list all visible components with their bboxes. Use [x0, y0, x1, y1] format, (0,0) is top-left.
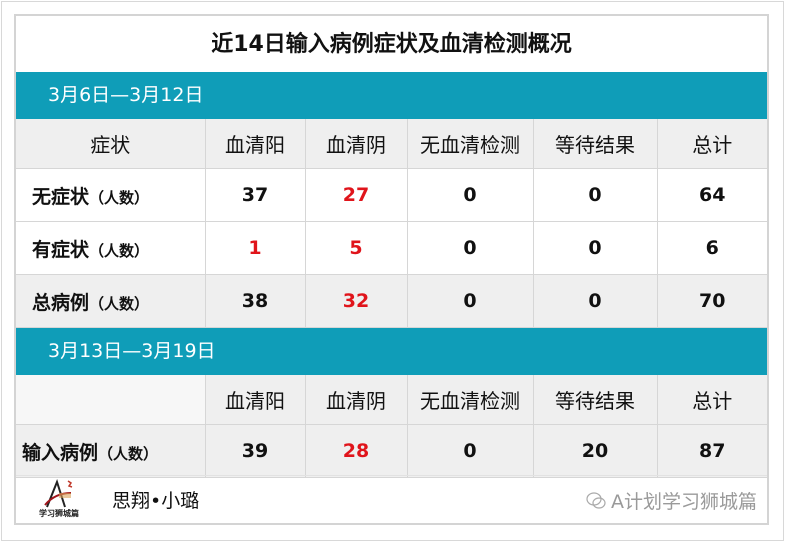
logo-text: 学习狮城篇	[39, 509, 79, 518]
header-cell: 症状	[16, 119, 206, 169]
watermark: A计划学习狮城篇	[585, 487, 757, 514]
cell-positive: 39	[205, 424, 306, 478]
row-label-text: 输入病例	[22, 441, 99, 464]
header-cell: 血清阴	[305, 119, 408, 169]
table-row: 有症状（人数） 1 5 0 0 6	[16, 221, 767, 275]
cell-negative: 27	[305, 168, 408, 222]
cell-pending: 20	[533, 424, 658, 478]
row-label-text: 总病例	[32, 291, 90, 314]
brand-logo-icon	[44, 479, 73, 508]
table-row: 无症状（人数） 37 27 0 0 64	[16, 168, 767, 222]
period-band-2: 3月13日—3月19日	[16, 328, 767, 375]
signature: 思翔•小璐	[112, 490, 200, 512]
cell-untested: 0	[407, 424, 534, 478]
cell-untested: 0	[407, 221, 534, 275]
table-row: 输入病例（人数） 39 28 0 20 87	[16, 424, 767, 478]
row-unit: （人数）	[89, 188, 150, 207]
header-cell: 等待结果	[533, 375, 658, 425]
header-cell: 血清阴	[305, 375, 408, 425]
page-title: 近14日输入病例症状及血清检测概况	[211, 32, 572, 57]
row-label-text: 有症状	[32, 238, 90, 261]
row-unit: （人数）	[89, 241, 150, 260]
cell-negative: 5	[305, 221, 408, 275]
row-label: 无症状（人数）	[16, 168, 206, 222]
cell-total: 6	[657, 221, 767, 275]
cell-total: 64	[657, 168, 767, 222]
header-cell: 无血清检测	[407, 375, 534, 425]
header-cell: 总计	[657, 375, 767, 425]
cell-positive: 1	[205, 221, 306, 275]
table-header: 症状 血清阳 血清阴 无血清检测 等待结果 总计	[16, 119, 767, 169]
table-header: 血清阳 血清阴 无血清检测 等待结果 总计	[16, 375, 767, 425]
footer: 学习狮城篇 思翔•小璐 A计划学习狮城篇	[16, 475, 767, 523]
header-cell	[16, 375, 206, 425]
cell-pending: 0	[533, 274, 658, 328]
header-cell: 总计	[657, 119, 767, 169]
header-cell: 血清阳	[205, 375, 306, 425]
table-section-1: 症状 血清阳 血清阴 无血清检测 等待结果 总计 无症状（人数） 37 27 0…	[16, 119, 767, 328]
header-cell: 血清阳	[205, 119, 306, 169]
watermark-text: A计划学习狮城篇	[611, 491, 757, 513]
period-band-1: 3月6日—3月12日	[16, 72, 767, 119]
row-label: 有症状（人数）	[16, 221, 206, 275]
table-section-2: 血清阳 血清阴 无血清检测 等待结果 总计 输入病例（人数） 39 28 0 2…	[16, 375, 767, 478]
table-row: 总病例（人数） 38 32 0 0 70	[16, 274, 767, 328]
row-label: 输入病例（人数）	[16, 424, 206, 478]
header-cell: 无血清检测	[407, 119, 534, 169]
cell-positive: 38	[205, 274, 306, 328]
cell-pending: 0	[533, 168, 658, 222]
cell-positive: 37	[205, 168, 306, 222]
cell-total: 87	[657, 424, 767, 478]
summary-card: 近14日输入病例症状及血清检测概况 3月6日—3月12日 症状 血清阳 血清阴 …	[14, 14, 769, 525]
cell-untested: 0	[407, 274, 534, 328]
row-label: 总病例（人数）	[16, 274, 206, 328]
cell-pending: 0	[533, 221, 658, 275]
cell-negative: 32	[305, 274, 408, 328]
row-label-text: 无症状	[32, 185, 90, 208]
row-unit: （人数）	[98, 444, 159, 463]
cell-total: 70	[657, 274, 767, 328]
cell-untested: 0	[407, 168, 534, 222]
cell-negative: 28	[305, 424, 408, 478]
wechat-icon	[586, 491, 606, 509]
row-unit: （人数）	[89, 294, 150, 313]
header-cell: 等待结果	[533, 119, 658, 169]
